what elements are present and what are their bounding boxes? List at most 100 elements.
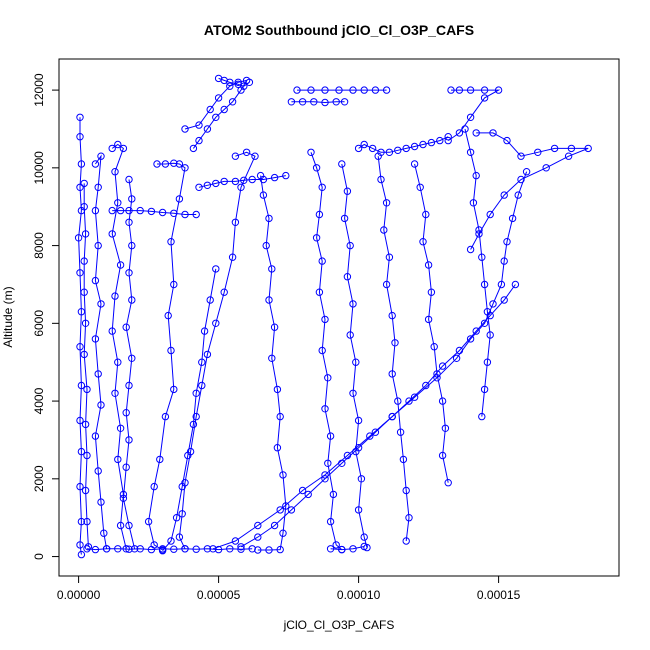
data-point	[388, 412, 396, 421]
series-2	[80, 179, 93, 551]
data-point	[503, 238, 511, 246]
data-point	[444, 479, 452, 487]
data-point	[200, 327, 209, 335]
data-point	[84, 543, 93, 551]
data-point	[256, 171, 265, 180]
data-point	[150, 482, 158, 491]
data-point	[318, 257, 326, 265]
data-point	[326, 432, 335, 440]
series-24	[209, 168, 531, 553]
data-point	[265, 296, 273, 304]
data-point	[478, 253, 486, 261]
data-point	[74, 234, 83, 242]
data-point	[206, 296, 214, 304]
data-point	[486, 331, 494, 339]
data-point	[483, 358, 492, 366]
series-line	[162, 268, 217, 552]
data-point	[76, 416, 84, 425]
data-point	[184, 451, 192, 460]
data-point	[438, 451, 447, 460]
data-point	[203, 350, 212, 359]
data-point	[349, 86, 357, 94]
data-point	[321, 86, 329, 94]
y-tick-label: 10000	[32, 151, 46, 185]
data-point	[172, 514, 181, 522]
data-point	[83, 385, 91, 394]
data-point	[388, 311, 396, 320]
data-point	[76, 482, 84, 491]
data-point	[466, 113, 475, 122]
data-point	[226, 545, 234, 553]
data-point	[245, 78, 254, 87]
series-18	[354, 133, 452, 157]
data-point	[307, 148, 315, 157]
data-point	[315, 288, 324, 296]
data-point	[226, 78, 234, 87]
data-point	[125, 175, 133, 184]
data-point	[116, 261, 125, 269]
series-line	[94, 154, 108, 549]
data-point	[567, 144, 576, 153]
data-point	[91, 206, 100, 215]
data-point	[452, 354, 461, 362]
data-point	[164, 311, 172, 320]
data-point	[122, 409, 130, 417]
data-point	[497, 280, 506, 289]
data-point	[360, 140, 368, 149]
data-point	[254, 521, 262, 530]
series-19	[374, 152, 413, 545]
data-point	[478, 412, 486, 421]
data-point	[371, 428, 380, 436]
data-point	[402, 144, 410, 153]
data-point	[315, 210, 324, 219]
data-point	[321, 315, 329, 324]
data-point	[447, 86, 455, 94]
data-point	[349, 389, 357, 397]
data-point	[522, 168, 531, 176]
data-point	[119, 144, 128, 153]
data-point	[282, 502, 290, 510]
series-line	[414, 163, 449, 483]
data-point	[455, 346, 464, 355]
data-point	[338, 160, 346, 168]
data-point	[444, 133, 452, 141]
data-point	[324, 374, 332, 382]
data-point	[77, 517, 86, 526]
series-line	[464, 128, 491, 417]
x-tick-label: 0.00015	[477, 588, 521, 602]
data-point	[270, 323, 279, 331]
data-point	[438, 397, 447, 405]
data-point	[251, 152, 259, 160]
data-point	[128, 296, 136, 304]
data-point	[91, 276, 100, 285]
data-point	[480, 94, 489, 102]
data-point	[97, 152, 105, 160]
series-line	[148, 162, 186, 551]
data-point	[424, 315, 433, 324]
data-point	[94, 241, 102, 250]
data-point	[167, 238, 175, 246]
data-point	[410, 142, 419, 151]
data-point	[203, 545, 212, 553]
data-point	[508, 214, 517, 223]
y-tick-label: 12000	[32, 73, 46, 107]
data-point	[542, 164, 550, 172]
data-point	[114, 358, 122, 366]
data-point	[136, 545, 144, 553]
x-axis-label: jClO_Cl_O3P_CAFS	[283, 618, 395, 632]
data-point	[91, 335, 100, 343]
data-point	[108, 206, 116, 215]
data-point	[220, 177, 228, 186]
data-point	[396, 428, 405, 436]
series-line	[218, 77, 250, 87]
data-point	[167, 346, 175, 355]
data-point	[340, 98, 349, 106]
series-12	[158, 265, 220, 555]
data-point	[161, 412, 170, 421]
data-point	[76, 183, 84, 192]
series-line	[358, 136, 449, 153]
data-point	[427, 138, 436, 147]
series-20	[410, 160, 452, 487]
data-point	[212, 265, 220, 273]
